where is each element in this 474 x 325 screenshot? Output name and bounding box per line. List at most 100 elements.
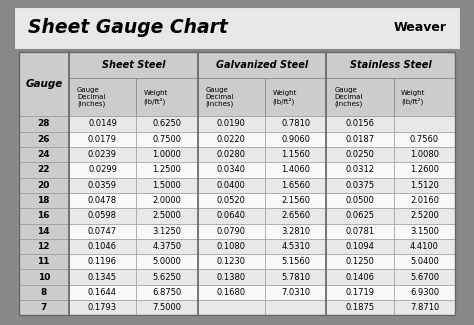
Text: 1.6560: 1.6560 [281,181,310,190]
Bar [18,162,69,177]
Text: 3.2810: 3.2810 [281,227,310,236]
Text: 0.1719: 0.1719 [346,288,374,297]
Text: 0.0149: 0.0149 [88,120,117,128]
Text: 0.0520: 0.0520 [217,196,246,205]
Bar [198,177,265,193]
Bar [198,224,265,239]
Bar [265,147,327,162]
Bar [265,162,327,177]
Bar [69,147,136,162]
Bar [327,239,394,254]
Bar [198,254,265,269]
Text: 0.1046: 0.1046 [88,242,117,251]
Bar [14,6,460,49]
Bar [265,269,327,285]
Text: 5.6700: 5.6700 [410,273,439,281]
Text: 0.0747: 0.0747 [88,227,117,236]
Text: 0.6250: 0.6250 [152,120,182,128]
Text: 5.1560: 5.1560 [281,257,310,266]
Bar [136,269,198,285]
Bar [265,78,327,116]
Text: 5.7810: 5.7810 [281,273,310,281]
Bar [394,269,456,285]
Text: 2.1560: 2.1560 [281,196,310,205]
Bar [69,132,136,147]
Bar [136,239,198,254]
Bar [198,300,265,315]
Text: 0.1680: 0.1680 [217,288,246,297]
Text: 1.0080: 1.0080 [410,150,439,159]
Bar [69,208,136,224]
Bar [198,208,265,224]
Text: 4.4100: 4.4100 [410,242,439,251]
Text: 0.0340: 0.0340 [217,165,246,175]
Bar [136,300,198,315]
Bar [265,177,327,193]
Bar [69,177,136,193]
Bar [327,162,394,177]
Bar [18,285,69,300]
Text: 1.5120: 1.5120 [410,181,439,190]
Text: 0.0500: 0.0500 [346,196,374,205]
Text: 1.0000: 1.0000 [153,150,182,159]
Bar [394,147,456,162]
Bar [265,208,327,224]
Bar [394,300,456,315]
Text: 0.1793: 0.1793 [88,303,117,312]
Text: 0.7560: 0.7560 [410,135,439,144]
Bar [198,78,265,116]
Text: Sheet Gauge Chart: Sheet Gauge Chart [27,18,228,37]
Text: 0.0359: 0.0359 [88,181,117,190]
Bar [265,239,327,254]
Text: 5.0000: 5.0000 [153,257,182,266]
Bar [327,300,394,315]
Text: 0.1406: 0.1406 [346,273,374,281]
Bar [198,52,327,78]
Text: 1.2600: 1.2600 [410,165,439,175]
Bar [136,254,198,269]
Text: Sheet Steel: Sheet Steel [101,60,165,70]
Bar [394,224,456,239]
Text: 0.1230: 0.1230 [217,257,246,266]
Bar [327,116,394,132]
Text: 0.0280: 0.0280 [217,150,246,159]
Text: Gauge
Decimal
(inches): Gauge Decimal (inches) [77,87,105,108]
Bar [69,224,136,239]
Bar [69,52,198,78]
Bar [136,177,198,193]
Text: 26: 26 [37,135,50,144]
Text: 1.1560: 1.1560 [281,150,310,159]
Text: 0.1875: 0.1875 [346,303,374,312]
Text: 1.2500: 1.2500 [153,165,182,175]
Bar [394,177,456,193]
Text: 0.0375: 0.0375 [346,181,374,190]
Text: 5.0400: 5.0400 [410,257,439,266]
Bar [136,285,198,300]
Text: Weaver: Weaver [393,21,447,34]
Text: 20: 20 [37,181,50,190]
Text: Weight
(lb/ft²): Weight (lb/ft²) [273,90,297,105]
Bar [136,78,198,116]
Bar [136,116,198,132]
Bar [136,193,198,208]
Bar [394,116,456,132]
Text: 0.0239: 0.0239 [88,150,117,159]
Bar [198,162,265,177]
Text: 0.0478: 0.0478 [88,196,117,205]
Bar [18,132,69,147]
Bar [198,193,265,208]
Bar [198,239,265,254]
Bar [18,116,69,132]
Text: 0.1080: 0.1080 [217,242,246,251]
Bar [69,269,136,285]
Text: 4.5310: 4.5310 [281,242,310,251]
Text: 0.0781: 0.0781 [346,227,374,236]
Text: 0.0790: 0.0790 [217,227,246,236]
Bar [265,224,327,239]
Bar [327,78,394,116]
Text: 0.0299: 0.0299 [88,165,117,175]
Bar [327,147,394,162]
Text: Gauge
Decimal
(inches): Gauge Decimal (inches) [335,87,363,108]
Bar [394,208,456,224]
Text: 0.0220: 0.0220 [217,135,246,144]
